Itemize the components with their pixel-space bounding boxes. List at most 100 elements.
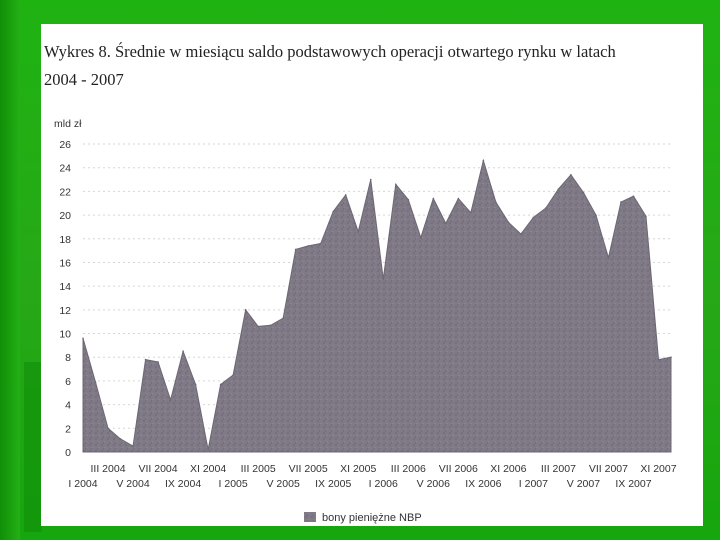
data-point (307, 245, 309, 247)
y-tick-label: 18 (59, 234, 71, 246)
data-point (357, 230, 360, 233)
data-point (520, 233, 522, 235)
x-tick-label-lower: I 2005 (219, 478, 248, 490)
x-tick-label-upper: III 2005 (241, 463, 276, 475)
x-tick-label-lower: I 2007 (519, 478, 548, 490)
y-tick-label: 20 (59, 210, 71, 222)
legend: bony pieniężne NBP (304, 512, 422, 524)
data-point (157, 361, 159, 363)
data-point (132, 445, 134, 447)
data-point (344, 194, 347, 196)
legend-swatch (304, 512, 316, 522)
y-tick-label: 0 (65, 447, 71, 459)
x-tick-label-lower: IX 2004 (165, 478, 201, 490)
data-point (507, 221, 510, 223)
x-tick-label-lower: I 2006 (369, 478, 398, 490)
data-point (445, 222, 447, 225)
data-point (419, 236, 422, 239)
data-point (282, 317, 284, 319)
x-tick-label-upper: VII 2005 (289, 463, 328, 475)
x-tick-label-upper: VII 2004 (139, 463, 178, 475)
x-tick-label-upper: XI 2004 (190, 463, 226, 475)
x-tick-label-lower: V 2005 (267, 478, 300, 490)
data-point (219, 383, 222, 386)
series-area-group (82, 158, 672, 453)
data-point (394, 183, 397, 186)
x-tick-label-lower: V 2007 (567, 478, 600, 490)
data-point (319, 242, 322, 245)
legend-label: bony pieniężne NBP (322, 512, 422, 524)
x-tick-label-lower: IX 2007 (615, 478, 651, 490)
figure-title-line2: 2004 - 2007 (44, 70, 124, 89)
data-point (532, 216, 535, 219)
y-tick-label: 4 (65, 400, 71, 412)
data-point (407, 198, 410, 201)
x-tick-label-upper: III 2004 (91, 463, 126, 475)
data-point (194, 383, 197, 386)
data-point (457, 197, 460, 200)
data-point (107, 427, 109, 430)
data-point (470, 211, 472, 214)
data-point (257, 325, 259, 328)
data-point (632, 195, 635, 197)
data-point (294, 248, 297, 251)
data-point (232, 374, 234, 376)
data-point (269, 324, 272, 327)
data-point (119, 438, 122, 440)
data-point (582, 191, 585, 194)
x-tick-label-upper: VII 2007 (589, 463, 628, 475)
series-area-bony-pieniezne (82, 158, 672, 453)
data-point (645, 215, 647, 218)
y-tick-label: 8 (65, 352, 71, 364)
data-point (207, 448, 209, 451)
data-point (595, 214, 597, 216)
x-tick-label-lower: I 2004 (68, 478, 97, 490)
data-point (607, 256, 610, 259)
data-point (620, 201, 622, 203)
data-point (244, 309, 247, 311)
data-point (557, 188, 560, 190)
data-point (432, 197, 435, 200)
data-point (94, 381, 97, 383)
data-point (144, 358, 147, 361)
y-tick-label: 16 (59, 257, 71, 269)
y-tick-label: 10 (59, 329, 71, 341)
data-point (670, 356, 672, 359)
data-point (82, 337, 84, 340)
x-tick-label-upper: III 2006 (391, 463, 426, 475)
chart-figure: Wykres 8. Średnie w miesiącu saldo podst… (41, 24, 703, 526)
x-tick-label-upper: XI 2006 (490, 463, 526, 475)
data-point (332, 210, 335, 213)
x-tick-label-lower: V 2006 (417, 478, 450, 490)
y-tick-label: 22 (59, 186, 71, 198)
y-tick-label: 2 (65, 423, 71, 435)
data-point (657, 358, 660, 361)
data-point (369, 178, 372, 181)
x-tick-label-lower: IX 2005 (315, 478, 351, 490)
figure-title: Wykres 8. Średnie w miesiącu saldo podst… (44, 38, 704, 94)
x-axis-ticks: III 2004 VII 2004 XI 2004 III 2005 VII 2005 X… (68, 463, 676, 490)
x-tick-label-lower: IX 2006 (465, 478, 501, 490)
data-point (169, 399, 172, 401)
y-tick-label: 14 (59, 281, 71, 293)
y-tick-label: 24 (59, 163, 71, 175)
y-tick-label: 26 (59, 139, 71, 151)
data-point (182, 350, 184, 353)
x-tick-label-upper: VII 2006 (439, 463, 478, 475)
y-axis-unit-label: mld zł (54, 118, 82, 130)
x-tick-label-upper: XI 2005 (340, 463, 376, 475)
x-tick-label-upper: III 2007 (541, 463, 576, 475)
figure-title-line1: Wykres 8. Średnie w miesiącu saldo podst… (44, 42, 616, 61)
slide-decor-shadow (24, 362, 42, 532)
data-point (382, 278, 385, 280)
data-point (482, 159, 485, 162)
data-point (570, 174, 572, 176)
slide-left-stripe (0, 0, 20, 540)
x-tick-label-lower: V 2004 (116, 478, 149, 490)
data-point (495, 201, 497, 203)
y-tick-label: 6 (65, 376, 71, 388)
data-point (545, 207, 547, 209)
y-tick-label: 12 (59, 305, 71, 317)
